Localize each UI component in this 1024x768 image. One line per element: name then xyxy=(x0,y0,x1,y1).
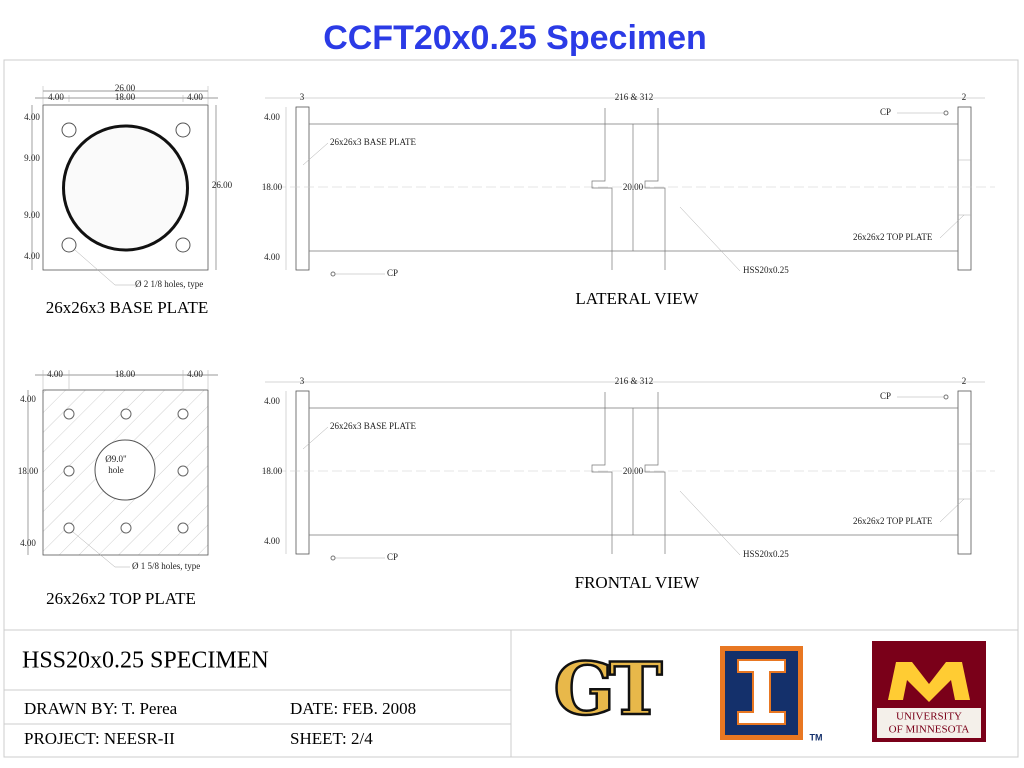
leader-dot xyxy=(330,271,336,277)
top-plate xyxy=(27,370,218,568)
drawing-label: CP xyxy=(387,268,398,278)
leader-line xyxy=(679,206,741,272)
view-caption: FRONTAL VIEW xyxy=(575,573,701,592)
elevation-views: 3 216 & 312 2 4.00 18.00 4.00 20.00 CP 26x26x3 B… xyxy=(262,92,995,592)
drawing-label: 216 & 312 xyxy=(615,376,654,386)
base-plate xyxy=(31,86,218,286)
drawing-label: 2 xyxy=(962,92,967,102)
sheet: SHEET: 2/4 xyxy=(290,729,373,748)
drawing-label: 18.00 xyxy=(262,182,283,192)
drawing-label: 4.00 xyxy=(264,536,280,546)
drawing-label: 26x26x2 TOP PLATE xyxy=(853,516,933,526)
break-line xyxy=(591,108,613,270)
dimension-label: 18.00 xyxy=(18,466,39,476)
dimension-label: 4.00 xyxy=(187,92,203,102)
leader-dot xyxy=(330,555,336,561)
dimension-label: 9.00 xyxy=(24,153,40,163)
drawing-label: 4.00 xyxy=(264,396,280,406)
drawing-label: 20.00 xyxy=(623,466,644,476)
drawing-label: 4.00 xyxy=(264,112,280,122)
drawing-label: 216 & 312 xyxy=(615,92,654,102)
drawing-label: 20.00 xyxy=(623,182,644,192)
drawing-label: CP xyxy=(387,552,398,562)
drawing-label: CP xyxy=(880,391,891,401)
leader-line xyxy=(302,426,329,450)
page-title: CCFT20x0.25 Specimen xyxy=(323,19,707,57)
minnesota-logo xyxy=(872,641,986,742)
drawing-label: 2 xyxy=(962,376,967,386)
dimension-label: 9.00 xyxy=(24,210,40,220)
leader-line xyxy=(679,490,741,556)
leader-dot xyxy=(943,394,949,400)
view-caption: LATERAL VIEW xyxy=(575,289,699,308)
break-line xyxy=(644,392,666,554)
trademark: TM xyxy=(810,732,823,742)
drawing-label: 4.00 xyxy=(264,252,280,262)
hole-note: Ø 1 5/8 holes, type xyxy=(132,561,200,571)
hole-label: Ø9.0" xyxy=(105,454,127,464)
minnesota-text: OF MINNESOTA xyxy=(889,724,970,736)
dimension-label: 4.00 xyxy=(24,112,40,122)
leader-line xyxy=(939,214,965,239)
end-plate xyxy=(295,106,310,271)
dimension-label: 26.00 xyxy=(212,180,233,190)
dimension-label: 26.00 xyxy=(115,83,136,93)
title-block-title: HSS20x0.25 SPECIMEN xyxy=(22,648,269,674)
leader-line xyxy=(939,498,965,523)
end-plate xyxy=(295,390,310,555)
illinois-logo xyxy=(720,646,803,740)
dimension-label: 4.00 xyxy=(48,92,64,102)
drawing-label: 3 xyxy=(300,92,305,102)
drawing-label: CP xyxy=(880,107,891,117)
drawing-label: 26x26x2 TOP PLATE xyxy=(853,232,933,242)
hole-label: hole xyxy=(108,465,124,475)
dimension-label: 18.00 xyxy=(115,92,136,102)
end-plate xyxy=(957,106,972,271)
dimension-label: 4.00 xyxy=(47,369,63,379)
drawing-label: 26x26x3 BASE PLATE xyxy=(330,421,417,431)
drawing-label: 18.00 xyxy=(262,466,283,476)
dimension-label: 4.00 xyxy=(20,538,36,548)
dimension-label: 4.00 xyxy=(187,369,203,379)
leader-dot xyxy=(943,110,949,116)
drawing-label: HSS20x0.25 xyxy=(743,549,789,559)
drawn-by: DRAWN BY: T. Perea xyxy=(24,699,178,718)
view-caption: 26x26x3 BASE PLATE xyxy=(46,298,208,317)
leader-line xyxy=(302,142,329,166)
dimension-label: 4.00 xyxy=(24,251,40,261)
project: PROJECT: NEESR-II xyxy=(24,729,175,748)
dimension-label: 18.00 xyxy=(115,369,136,379)
break-line xyxy=(644,108,666,270)
break-line xyxy=(591,392,613,554)
drawing-label: 26x26x3 BASE PLATE xyxy=(330,137,417,147)
drawing-label: 3 xyxy=(300,376,305,386)
dimension-label: 4.00 xyxy=(20,394,36,404)
drawing-label: HSS20x0.25 xyxy=(743,265,789,275)
hole-note: Ø 2 1/8 holes, type xyxy=(135,279,203,289)
end-plate xyxy=(957,390,972,555)
gt-logo: GT xyxy=(553,646,661,731)
view-caption: 26x26x2 TOP PLATE xyxy=(46,589,196,608)
minnesota-text: UNIVERSITY xyxy=(896,711,962,723)
date: DATE: FEB. 2008 xyxy=(290,699,416,718)
